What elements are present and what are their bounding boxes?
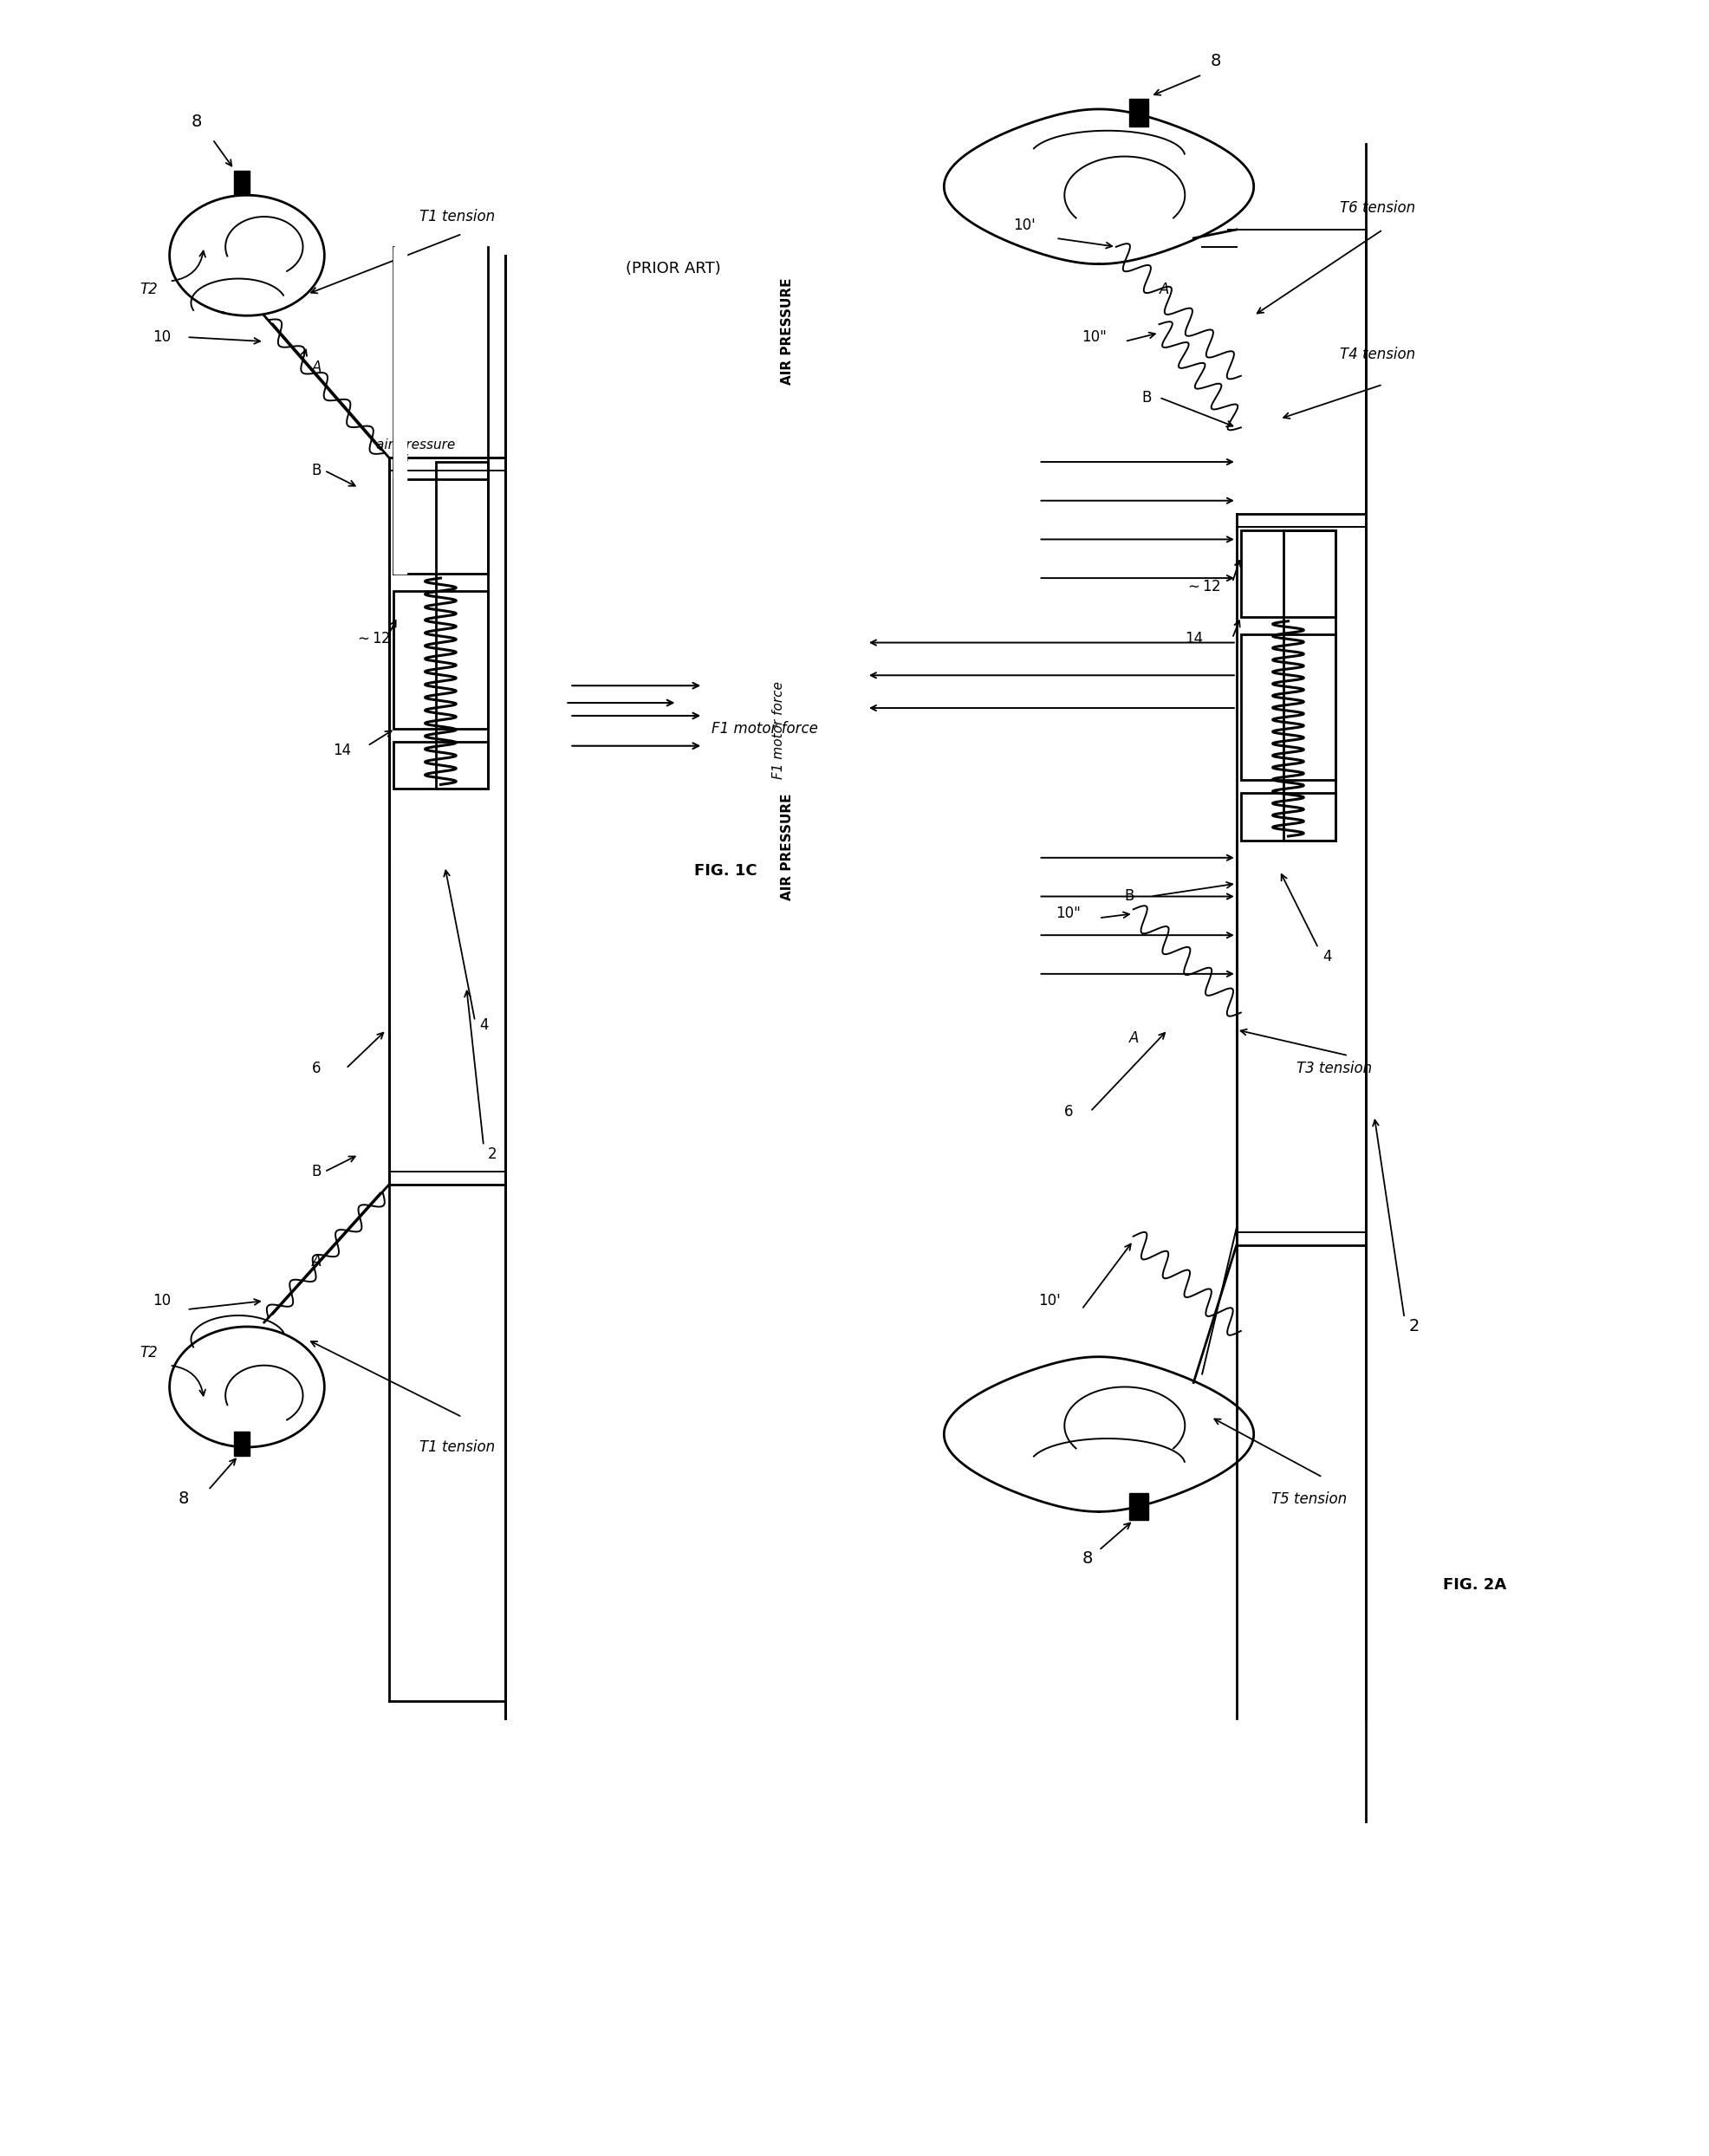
Text: 10: 10 [152,1294,171,1309]
Text: A: A [1130,1031,1138,1046]
Text: 14: 14 [333,742,352,759]
Bar [234,1432,250,1455]
Text: air pressure: air pressure [376,438,455,451]
Text: AIR PRESSURE: AIR PRESSURE [781,793,793,901]
Text: B: B [1142,390,1152,405]
Text: A: A [1159,282,1169,298]
Text: 10: 10 [152,330,171,345]
Text: T3 tension: T3 tension [1297,1061,1372,1076]
Bar [1241,530,1335,617]
Text: FIG. 1C: FIG. 1C [694,862,757,877]
Text: B: B [1125,888,1135,903]
Text: 4: 4 [479,1018,489,1033]
Text: 14: 14 [1184,630,1203,647]
Text: B: B [311,464,321,479]
Text: A: A [311,360,321,375]
Bar [1130,99,1148,127]
Bar [1130,1492,1148,1520]
Text: B: B [311,1164,321,1179]
Text: 8: 8 [1082,1550,1092,1567]
Bar [1241,634,1335,780]
Text: $\sim$12: $\sim$12 [354,630,391,647]
Bar [393,591,487,729]
Text: T2: T2 [140,1345,157,1360]
Text: F1 motor force: F1 motor force [772,681,784,778]
Text: 2: 2 [1408,1317,1420,1335]
Text: T6 tension: T6 tension [1340,201,1415,216]
Text: T4 tension: T4 tension [1340,347,1415,362]
Text: A: A [311,1255,321,1270]
Bar [234,170,250,196]
Text: 8: 8 [178,1490,190,1507]
Bar [1283,530,1335,841]
Text: $\sim$12: $\sim$12 [1184,578,1222,595]
Text: (PRIOR ART): (PRIOR ART) [625,261,721,276]
Text: 10": 10" [1056,906,1080,921]
Text: 2: 2 [487,1147,497,1162]
Text: T1 tension: T1 tension [419,1440,494,1455]
Text: T5 tension: T5 tension [1271,1492,1347,1507]
Text: F1 motor force: F1 motor force [711,720,819,737]
Bar [393,479,487,573]
Bar [393,742,487,789]
Text: 10': 10' [1039,1294,1061,1309]
Text: FIG. 2A: FIG. 2A [1442,1576,1507,1593]
Text: 8: 8 [1210,54,1222,69]
Bar [1241,793,1335,841]
Text: 10": 10" [1082,330,1107,345]
Text: 6: 6 [311,1061,321,1076]
Text: 8: 8 [191,114,202,129]
Text: 10': 10' [1013,218,1036,233]
Text: T2: T2 [140,282,157,298]
Text: 4: 4 [1323,949,1331,964]
Text: T1 tension: T1 tension [419,209,494,224]
Text: 6: 6 [1065,1104,1073,1119]
Bar [393,246,407,573]
Text: AIR PRESSURE: AIR PRESSURE [781,278,793,384]
Bar [436,461,487,789]
